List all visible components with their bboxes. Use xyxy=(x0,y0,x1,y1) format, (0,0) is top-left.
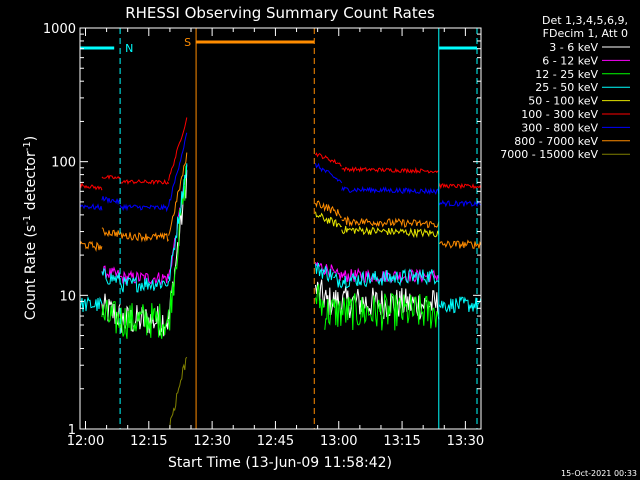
x-axis-label: Start Time (13-Jun-09 11:58:42) xyxy=(168,455,392,471)
series-segment xyxy=(101,196,121,206)
series-segment xyxy=(315,152,342,167)
night-flag-label: N xyxy=(125,42,133,55)
series-800_7000keV-line xyxy=(80,152,481,253)
legend-header-line2: FDecim 1, Att 0 xyxy=(543,27,628,40)
x-tick-label: 12:00 xyxy=(67,434,104,449)
series-segment xyxy=(101,227,121,238)
series-segment xyxy=(80,296,103,312)
legend-label: 6 - 12 keV xyxy=(542,54,598,67)
legend-label: 25 - 50 keV xyxy=(535,81,598,94)
series-segment xyxy=(341,166,440,174)
series-segment xyxy=(119,303,170,339)
y-tick-label: 1000 xyxy=(43,22,76,37)
series-segment xyxy=(332,267,440,284)
series-segment xyxy=(324,292,440,331)
x-tick-label: 12:45 xyxy=(257,434,294,449)
x-tick-label: 13:15 xyxy=(383,434,420,449)
legend-label: 300 - 800 keV xyxy=(521,121,598,134)
series-segment xyxy=(168,356,188,429)
series-segment xyxy=(119,203,169,213)
x-tick-label: 13:30 xyxy=(447,434,484,449)
series-7000_15000keV-line xyxy=(168,356,188,429)
series-segment xyxy=(119,178,170,186)
plot-frame xyxy=(79,27,482,430)
series-layer xyxy=(80,117,481,429)
series-segment xyxy=(438,239,481,249)
series-segment xyxy=(168,152,188,236)
chart-title: RHESSI Observing Summary Count Rates xyxy=(125,4,435,22)
series-segment xyxy=(101,267,121,285)
series-segment xyxy=(80,203,103,211)
series-segment xyxy=(168,165,188,331)
series-segment xyxy=(101,299,121,334)
series-segment xyxy=(324,286,440,320)
legend: Det 1,3,4,5,6,9, FDecim 1, Att 0 3 - 6 k… xyxy=(500,14,630,161)
x-tick-label: 12:30 xyxy=(193,434,230,449)
y-tick-label: 10 xyxy=(59,289,76,304)
legend-label: 800 - 7000 keV xyxy=(514,135,598,148)
series-segment xyxy=(168,132,188,207)
legend-label: 3 - 6 keV xyxy=(549,41,598,54)
series-segment xyxy=(80,240,103,253)
series-segment xyxy=(315,262,334,283)
saa-flag-label: S xyxy=(184,36,191,49)
axes-layer: 1 10 100 1000 12:00 12:15 12:30 12:45 13:00 13:15… xyxy=(43,22,484,449)
y-axis-label-sup2: -1 xyxy=(22,141,33,151)
x-tick-label: 13:00 xyxy=(320,434,357,449)
legend-label: 7000 - 15000 keV xyxy=(500,148,598,161)
legend-label: 50 - 100 keV xyxy=(528,95,598,108)
series-segment xyxy=(333,268,440,289)
legend-label: 12 - 25 keV xyxy=(535,68,598,81)
y-axis-label: Count Rate (s-1 detector-1) xyxy=(22,136,39,320)
series-100_300keV-line xyxy=(80,117,481,191)
series-segment xyxy=(438,199,481,208)
y-tick-label: 100 xyxy=(51,156,76,171)
series-segment xyxy=(119,275,170,293)
series-segment xyxy=(168,163,188,282)
series-segment xyxy=(315,211,342,228)
series-50_100keV-line xyxy=(315,211,440,239)
legend-header-line1: Det 1,3,4,5,6,9, xyxy=(542,14,628,27)
series-segment xyxy=(438,296,481,314)
y-axis-label-end: ) xyxy=(23,136,39,141)
series-segment xyxy=(341,215,440,229)
series-segment xyxy=(315,284,326,316)
y-axis-label-main: Count Rate (s xyxy=(23,225,39,320)
y-axis-label-sup1: -1 xyxy=(22,215,33,225)
series-segment xyxy=(438,182,481,190)
series-300_800keV-line xyxy=(80,132,481,213)
y-tick-label: 1 xyxy=(68,423,76,438)
series-25_50keV-line xyxy=(80,163,481,314)
series-segment xyxy=(168,117,188,181)
series-segment xyxy=(80,182,103,191)
series-segment xyxy=(341,185,440,195)
legend-label: 100 - 300 keV xyxy=(521,108,598,121)
series-segment xyxy=(101,174,121,180)
series-segment xyxy=(341,225,440,239)
y-axis-label-mid: detector xyxy=(23,151,39,215)
series-12_25keV-line xyxy=(101,165,440,339)
series-segment xyxy=(119,231,169,243)
footer-date: 15-Oct-2021 00:33 xyxy=(561,469,637,478)
x-tick-label: 12:15 xyxy=(130,434,167,449)
series-segment xyxy=(315,162,343,184)
series-segment xyxy=(315,200,342,219)
